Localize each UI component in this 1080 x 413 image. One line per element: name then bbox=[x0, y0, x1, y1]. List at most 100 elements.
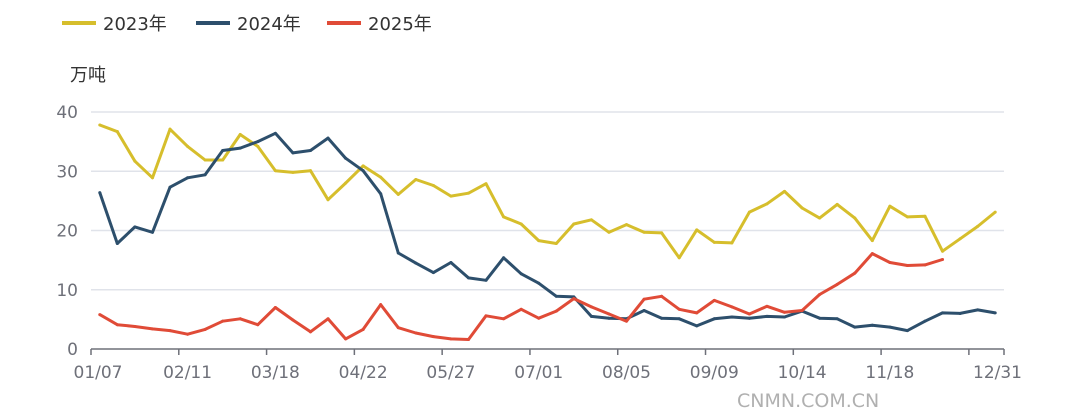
data-point bbox=[256, 140, 260, 144]
x-tick-label: 01/07 bbox=[74, 363, 123, 383]
data-point bbox=[344, 181, 348, 185]
legend: 2023年 2024年 2025年 bbox=[62, 14, 432, 35]
data-point bbox=[941, 249, 945, 253]
data-point bbox=[747, 316, 751, 320]
data-point bbox=[695, 324, 699, 328]
y-tick-label: 20 bbox=[56, 222, 78, 242]
data-point bbox=[888, 260, 892, 264]
data-point bbox=[484, 182, 488, 186]
x-tick-label: 12/31 bbox=[973, 363, 1022, 383]
data-point bbox=[344, 156, 348, 160]
data-point bbox=[150, 327, 154, 331]
data-point bbox=[923, 319, 927, 323]
data-point bbox=[466, 191, 470, 195]
data-point bbox=[221, 319, 225, 323]
data-point bbox=[186, 176, 190, 180]
data-point bbox=[502, 317, 506, 321]
data-point bbox=[519, 307, 523, 311]
data-point bbox=[449, 260, 453, 264]
data-point bbox=[554, 294, 558, 298]
data-point bbox=[993, 311, 997, 315]
data-point bbox=[361, 169, 365, 173]
x-tick-label: 03/18 bbox=[251, 363, 300, 383]
data-point bbox=[870, 252, 874, 256]
y-tick-label: 10 bbox=[56, 281, 78, 301]
data-point bbox=[783, 315, 787, 319]
legend-label: 2025年 bbox=[368, 14, 432, 35]
data-point bbox=[660, 294, 664, 298]
data-point bbox=[133, 225, 137, 229]
data-point bbox=[941, 311, 945, 315]
data-point bbox=[642, 297, 646, 301]
data-point bbox=[186, 332, 190, 336]
x-tick-label: 11/18 bbox=[865, 363, 914, 383]
data-point bbox=[133, 324, 137, 328]
data-point bbox=[625, 223, 629, 227]
series-line-2025年 bbox=[99, 252, 943, 341]
data-point bbox=[870, 323, 874, 327]
data-point bbox=[835, 317, 839, 321]
legend-label: 2023年 bbox=[103, 14, 167, 35]
data-point bbox=[712, 240, 716, 244]
data-point bbox=[361, 327, 365, 331]
series-lines bbox=[98, 123, 997, 342]
data-point bbox=[466, 276, 470, 280]
data-point bbox=[537, 316, 541, 320]
data-point bbox=[730, 241, 734, 245]
data-point bbox=[115, 323, 119, 327]
data-point bbox=[976, 224, 980, 228]
data-point bbox=[414, 331, 418, 335]
data-point bbox=[958, 237, 962, 241]
data-point bbox=[677, 307, 681, 311]
data-point bbox=[537, 281, 541, 285]
data-point bbox=[431, 335, 435, 339]
data-point bbox=[818, 292, 822, 296]
data-point bbox=[98, 123, 102, 127]
data-point bbox=[607, 316, 611, 320]
x-tick-label: 07/01 bbox=[514, 363, 563, 383]
data-point bbox=[519, 222, 523, 226]
data-point bbox=[98, 191, 102, 195]
data-point bbox=[308, 149, 312, 153]
data-point bbox=[414, 261, 418, 265]
data-point bbox=[238, 317, 242, 321]
data-point bbox=[203, 158, 207, 162]
data-point bbox=[677, 317, 681, 321]
data-point bbox=[712, 317, 716, 321]
x-tick-label: 10/14 bbox=[778, 363, 827, 383]
data-point bbox=[203, 327, 207, 331]
data-point bbox=[783, 189, 787, 193]
data-point bbox=[203, 173, 207, 177]
data-point bbox=[221, 158, 225, 162]
data-point bbox=[589, 314, 593, 318]
data-point bbox=[379, 303, 383, 307]
data-point bbox=[168, 185, 172, 189]
data-point bbox=[502, 256, 506, 260]
data-point bbox=[554, 309, 558, 313]
data-point bbox=[431, 271, 435, 275]
data-point bbox=[519, 272, 523, 276]
data-point bbox=[572, 297, 576, 301]
data-point bbox=[308, 330, 312, 334]
data-point bbox=[888, 325, 892, 329]
series-line-2023年 bbox=[99, 123, 997, 260]
data-point bbox=[396, 192, 400, 196]
y-tick-label: 0 bbox=[67, 340, 78, 360]
data-point bbox=[730, 305, 734, 309]
data-point bbox=[835, 202, 839, 206]
legend-label: 2024年 bbox=[237, 14, 301, 35]
data-point bbox=[502, 215, 506, 219]
data-point bbox=[308, 169, 312, 173]
data-point bbox=[905, 329, 909, 333]
data-point bbox=[256, 323, 260, 327]
data-point bbox=[238, 146, 242, 150]
y-axis-label: 万吨 bbox=[70, 65, 106, 86]
data-point bbox=[660, 231, 664, 235]
data-point bbox=[484, 278, 488, 282]
data-point bbox=[642, 230, 646, 234]
data-point bbox=[449, 194, 453, 198]
x-tick-label: 08/05 bbox=[602, 363, 651, 383]
data-point bbox=[396, 251, 400, 255]
axes: 0 10 20 30 40 01/07 02/11 03/18 04/22 05/27 07/01 0… bbox=[56, 103, 1022, 383]
